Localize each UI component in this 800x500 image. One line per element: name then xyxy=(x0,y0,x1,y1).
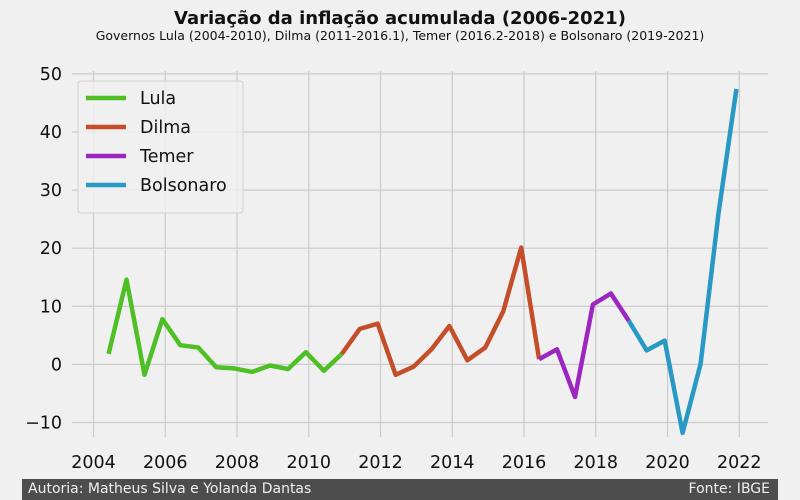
x-tick-label: 2004 xyxy=(71,453,116,473)
series-line-bolsonaro xyxy=(626,88,739,436)
series-lines xyxy=(106,88,739,436)
legend-label-dilma: Dilma xyxy=(140,118,191,138)
x-tick-label: 2006 xyxy=(143,453,188,473)
series-line-lula xyxy=(106,277,344,378)
chart-title: Variação da inflação acumulada (2006-202… xyxy=(174,8,626,29)
x-tick-label: 2008 xyxy=(215,453,260,473)
y-tick-label: 10 xyxy=(40,297,62,317)
y-axis-ticks: −10 0 10 20 30 40 50 xyxy=(25,65,62,434)
series-line-dilma xyxy=(339,245,542,378)
legend-label-lula: Lula xyxy=(140,89,176,109)
legend: Lula Dilma Temer Bolsonaro xyxy=(77,80,244,214)
author-credit: Autoria: Matheus Silva e Yolanda Dantas xyxy=(28,481,312,497)
y-tick-label: 20 xyxy=(40,239,62,259)
x-axis-ticks: 2004 2006 2008 2010 2012 2014 2016 2018 2020 2022 xyxy=(71,453,761,473)
y-tick-label: 0 xyxy=(51,355,62,375)
x-tick-label: 2012 xyxy=(358,453,403,473)
x-tick-label: 2018 xyxy=(574,453,619,473)
y-tick-label: 40 xyxy=(40,123,62,143)
legend-label-temer: Temer xyxy=(139,147,194,167)
series-line-temer xyxy=(538,291,631,400)
x-tick-label: 2020 xyxy=(645,453,690,473)
y-tick-label: 30 xyxy=(40,181,62,201)
y-tick-label: 50 xyxy=(40,65,62,85)
chart-subtitle: Governos Lula (2004-2010), Dilma (2011-2… xyxy=(95,28,705,43)
legend-label-bolsonaro: Bolsonaro xyxy=(140,176,227,196)
x-tick-label: 2022 xyxy=(717,453,762,473)
legend-box xyxy=(77,80,244,214)
footer-bar: Autoria: Matheus Silva e Yolanda Dantas … xyxy=(22,479,778,500)
x-tick-label: 2014 xyxy=(430,453,475,473)
x-tick-label: 2016 xyxy=(502,453,547,473)
x-tick-label: 2010 xyxy=(287,453,332,473)
y-tick-label: −10 xyxy=(25,413,62,433)
data-source: Fonte: IBGE xyxy=(688,481,770,497)
